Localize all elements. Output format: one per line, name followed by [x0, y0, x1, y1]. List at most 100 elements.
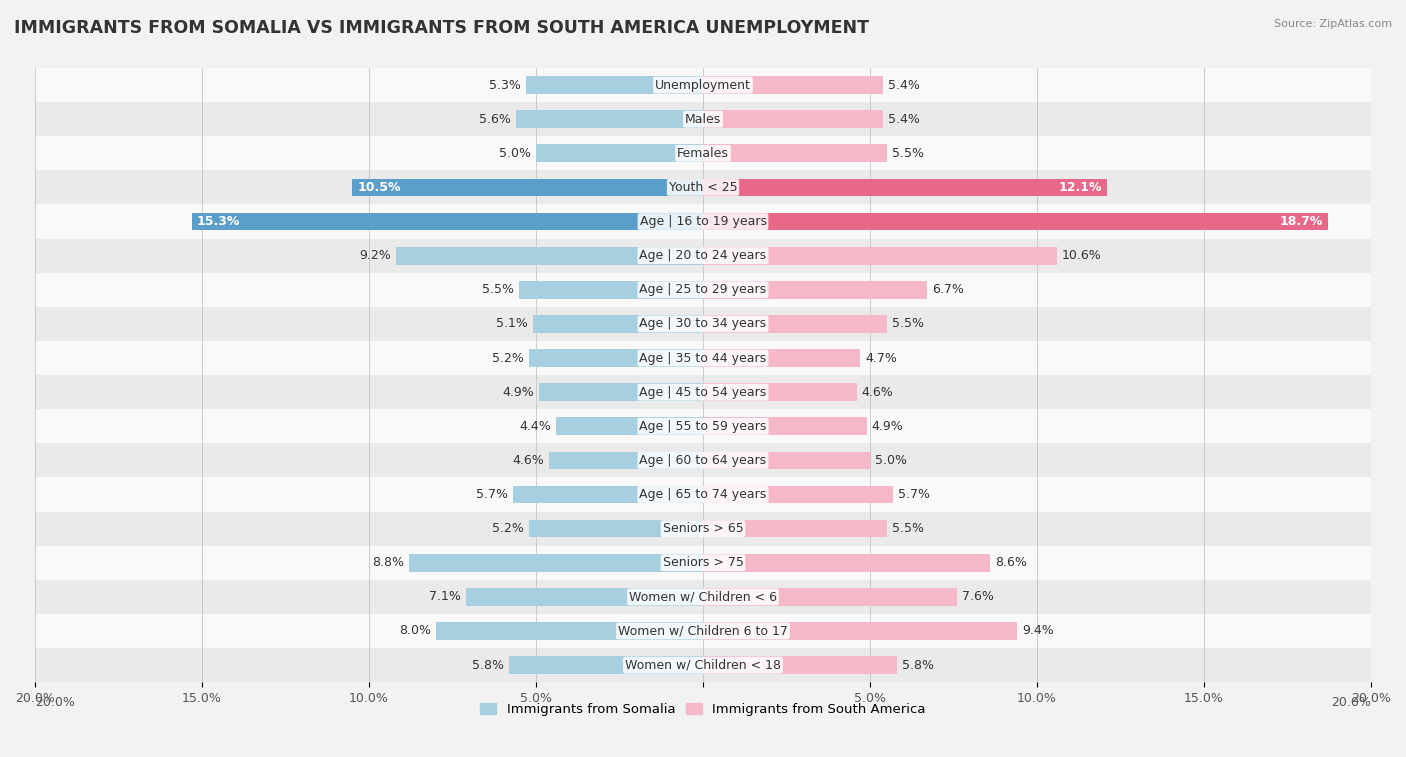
Text: 5.4%: 5.4%	[889, 113, 921, 126]
Text: 5.2%: 5.2%	[492, 522, 524, 535]
Bar	[703, 315, 887, 333]
Bar	[703, 281, 927, 299]
Text: 12.1%: 12.1%	[1059, 181, 1102, 194]
Text: 5.5%: 5.5%	[891, 147, 924, 160]
Text: Source: ZipAtlas.com: Source: ZipAtlas.com	[1274, 19, 1392, 29]
Text: Women w/ Children < 6: Women w/ Children < 6	[628, 590, 778, 603]
Bar	[703, 247, 1057, 264]
Bar	[409, 554, 703, 572]
Text: Women w/ Children 6 to 17: Women w/ Children 6 to 17	[619, 625, 787, 637]
Bar	[35, 273, 1371, 307]
Bar	[703, 349, 860, 367]
Bar	[193, 213, 703, 230]
Bar	[436, 622, 703, 640]
Bar	[529, 349, 703, 367]
Text: 5.4%: 5.4%	[889, 79, 921, 92]
Bar	[35, 102, 1371, 136]
Bar	[703, 588, 957, 606]
Text: Seniors > 75: Seniors > 75	[662, 556, 744, 569]
Text: 10.5%: 10.5%	[357, 181, 401, 194]
Text: 8.0%: 8.0%	[399, 625, 430, 637]
Text: 6.7%: 6.7%	[932, 283, 963, 296]
Bar	[35, 648, 1371, 682]
Bar	[35, 68, 1371, 102]
Text: Youth < 25: Youth < 25	[669, 181, 737, 194]
Text: 5.0%: 5.0%	[875, 454, 907, 467]
Text: 10.6%: 10.6%	[1062, 249, 1102, 262]
Text: Age | 45 to 54 years: Age | 45 to 54 years	[640, 385, 766, 399]
Bar	[533, 315, 703, 333]
Text: 9.4%: 9.4%	[1022, 625, 1053, 637]
Bar	[703, 179, 1107, 196]
Bar	[703, 111, 883, 128]
Bar	[516, 111, 703, 128]
Text: 4.9%: 4.9%	[872, 420, 904, 433]
Bar	[35, 478, 1371, 512]
Text: Females: Females	[678, 147, 728, 160]
Bar	[703, 383, 856, 401]
Bar	[353, 179, 703, 196]
Text: 20.0%: 20.0%	[35, 696, 75, 709]
Bar	[703, 554, 990, 572]
Text: 7.6%: 7.6%	[962, 590, 994, 603]
Bar	[703, 145, 887, 162]
Text: 5.5%: 5.5%	[482, 283, 515, 296]
Text: 5.3%: 5.3%	[489, 79, 522, 92]
Text: 20.0%: 20.0%	[1331, 696, 1371, 709]
Text: 5.5%: 5.5%	[891, 522, 924, 535]
Bar	[35, 410, 1371, 444]
Bar	[536, 145, 703, 162]
Bar	[555, 417, 703, 435]
Text: 5.8%: 5.8%	[901, 659, 934, 671]
Bar	[513, 486, 703, 503]
Bar	[35, 512, 1371, 546]
Bar	[703, 520, 887, 537]
Bar	[703, 76, 883, 94]
Bar	[703, 451, 870, 469]
Bar	[703, 213, 1327, 230]
Bar	[35, 580, 1371, 614]
Bar	[35, 170, 1371, 204]
Bar	[703, 417, 866, 435]
Text: Age | 16 to 19 years: Age | 16 to 19 years	[640, 215, 766, 228]
Bar	[529, 520, 703, 537]
Text: 8.8%: 8.8%	[373, 556, 404, 569]
Text: Age | 60 to 64 years: Age | 60 to 64 years	[640, 454, 766, 467]
Bar	[550, 451, 703, 469]
Text: Age | 20 to 24 years: Age | 20 to 24 years	[640, 249, 766, 262]
Bar	[35, 238, 1371, 273]
Bar	[35, 614, 1371, 648]
Text: Unemployment: Unemployment	[655, 79, 751, 92]
Text: 4.6%: 4.6%	[862, 385, 893, 399]
Bar	[540, 383, 703, 401]
Bar	[526, 76, 703, 94]
Text: 4.6%: 4.6%	[513, 454, 544, 467]
Text: 5.0%: 5.0%	[499, 147, 531, 160]
Text: Age | 30 to 34 years: Age | 30 to 34 years	[640, 317, 766, 330]
Text: 5.8%: 5.8%	[472, 659, 505, 671]
Text: 9.2%: 9.2%	[359, 249, 391, 262]
Text: 5.6%: 5.6%	[479, 113, 510, 126]
Bar	[35, 204, 1371, 238]
Text: Age | 65 to 74 years: Age | 65 to 74 years	[640, 488, 766, 501]
Text: 7.1%: 7.1%	[429, 590, 461, 603]
Legend: Immigrants from Somalia, Immigrants from South America: Immigrants from Somalia, Immigrants from…	[475, 698, 931, 721]
Bar	[465, 588, 703, 606]
Text: 4.7%: 4.7%	[865, 351, 897, 365]
Text: 4.4%: 4.4%	[519, 420, 551, 433]
Bar	[35, 307, 1371, 341]
Text: 5.7%: 5.7%	[898, 488, 931, 501]
Text: IMMIGRANTS FROM SOMALIA VS IMMIGRANTS FROM SOUTH AMERICA UNEMPLOYMENT: IMMIGRANTS FROM SOMALIA VS IMMIGRANTS FR…	[14, 19, 869, 37]
Bar	[703, 656, 897, 674]
Text: 18.7%: 18.7%	[1279, 215, 1323, 228]
Bar	[519, 281, 703, 299]
Bar	[35, 546, 1371, 580]
Text: 5.1%: 5.1%	[496, 317, 527, 330]
Bar	[703, 622, 1017, 640]
Bar	[395, 247, 703, 264]
Text: Age | 35 to 44 years: Age | 35 to 44 years	[640, 351, 766, 365]
Text: Age | 55 to 59 years: Age | 55 to 59 years	[640, 420, 766, 433]
Bar	[35, 341, 1371, 375]
Text: 5.7%: 5.7%	[475, 488, 508, 501]
Text: Males: Males	[685, 113, 721, 126]
